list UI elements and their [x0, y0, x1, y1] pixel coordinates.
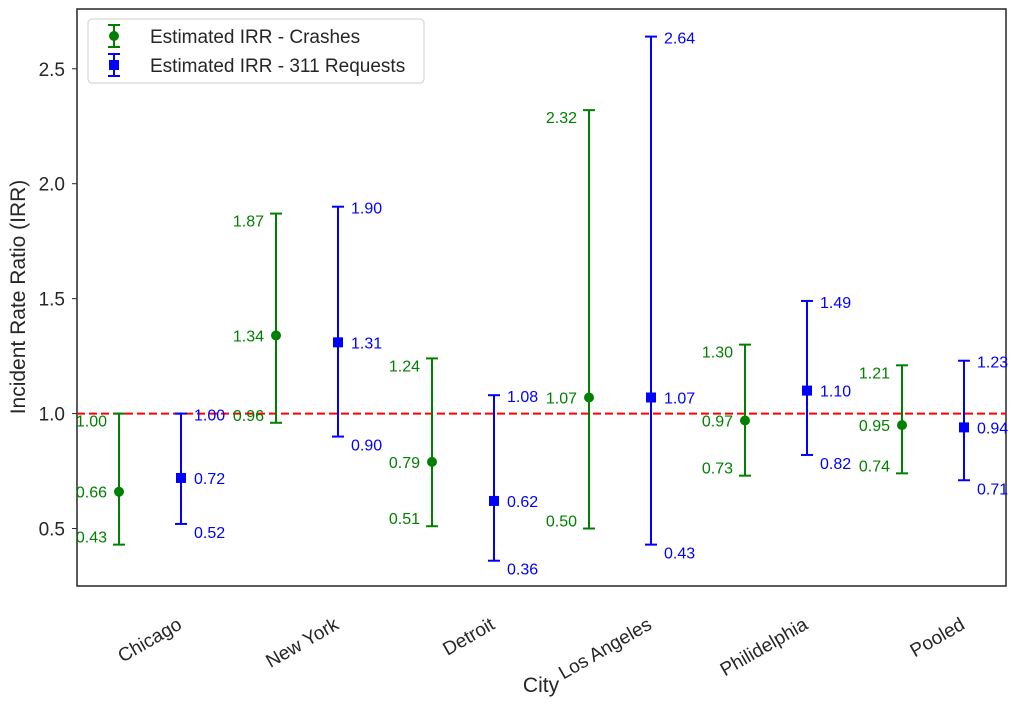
estimate-label: 1.07 [546, 390, 577, 407]
y-axis-title: Incident Rate Ratio (IRR) [7, 180, 30, 415]
estimate-point [646, 392, 656, 403]
estimate-point [802, 385, 812, 396]
estimate-point [271, 330, 281, 341]
estimate-point [959, 422, 969, 433]
lower-ci-label: 0.51 [389, 511, 420, 528]
estimate-label: 0.62 [507, 494, 538, 511]
upper-ci-label: 1.24 [389, 358, 420, 375]
estimate-label: 1.34 [233, 328, 264, 345]
legend-marker [109, 60, 119, 70]
estimate-label: 0.97 [702, 413, 733, 430]
y-tick-label: 0.5 [39, 520, 65, 541]
upper-ci-label: 2.64 [664, 31, 695, 48]
estimate-label: 0.94 [977, 420, 1008, 437]
chart-marks: 1.00 0.66 0.43 1.87 1.34 0.96 1.24 0.79 0.51 2.32… [76, 31, 1008, 579]
estimate-label: 0.66 [76, 485, 107, 502]
legend-box [87, 18, 425, 84]
estimate-point [740, 415, 750, 426]
estimate-label: 1.07 [664, 390, 695, 407]
plot-area [76, 8, 1007, 587]
upper-ci-label: 1.23 [977, 355, 1008, 372]
lower-ci-label: 0.82 [820, 456, 851, 473]
lower-ci-label: 0.90 [351, 438, 382, 455]
upper-ci-label: 1.08 [507, 389, 538, 406]
upper-ci-label: 2.32 [546, 110, 577, 127]
estimate-label: 0.79 [389, 455, 420, 472]
upper-ci-label: 1.90 [351, 201, 382, 218]
upper-ci-label: 1.00 [76, 414, 107, 431]
estimate-point [584, 392, 594, 403]
estimate-point [333, 337, 343, 348]
estimate-label: 0.95 [859, 418, 890, 435]
estimate-point [176, 472, 186, 483]
lower-ci-label: 0.96 [233, 408, 264, 425]
lower-ci-label: 0.36 [507, 562, 538, 579]
estimate-point [897, 420, 907, 431]
legend-label: Estimated IRR - 311 Requests [150, 56, 405, 77]
legend: Estimated IRR - Crashes Estimated IRR - 3… [87, 18, 425, 84]
lower-ci-label: 0.71 [977, 481, 1008, 498]
lower-ci-label: 0.50 [546, 514, 577, 531]
y-tick-label: 1.0 [39, 405, 65, 426]
lower-ci-label: 0.73 [702, 461, 733, 478]
upper-ci-label: 1.00 [194, 408, 225, 425]
y-tick-label: 2.5 [39, 60, 65, 81]
estimate-label: 1.31 [351, 335, 382, 352]
x-axis-title: City [523, 674, 560, 697]
lower-ci-label: 0.43 [664, 546, 695, 563]
estimate-point [114, 486, 124, 497]
y-tick-label: 2.0 [39, 175, 65, 196]
upper-ci-label: 1.49 [820, 295, 851, 312]
lower-ci-label: 0.52 [194, 525, 225, 542]
estimate-point [489, 495, 499, 506]
y-tick-label: 1.5 [39, 290, 65, 311]
estimate-label: 0.72 [194, 471, 225, 488]
lower-ci-label: 0.74 [859, 458, 890, 475]
legend-label: Estimated IRR - Crashes [150, 27, 360, 48]
estimate-point [427, 456, 437, 467]
upper-ci-label: 1.21 [859, 365, 890, 382]
upper-ci-label: 1.30 [702, 345, 733, 362]
upper-ci-label: 1.87 [233, 214, 264, 231]
lower-ci-label: 0.43 [76, 530, 107, 547]
legend-marker [109, 31, 119, 41]
estimate-label: 1.10 [820, 384, 851, 401]
